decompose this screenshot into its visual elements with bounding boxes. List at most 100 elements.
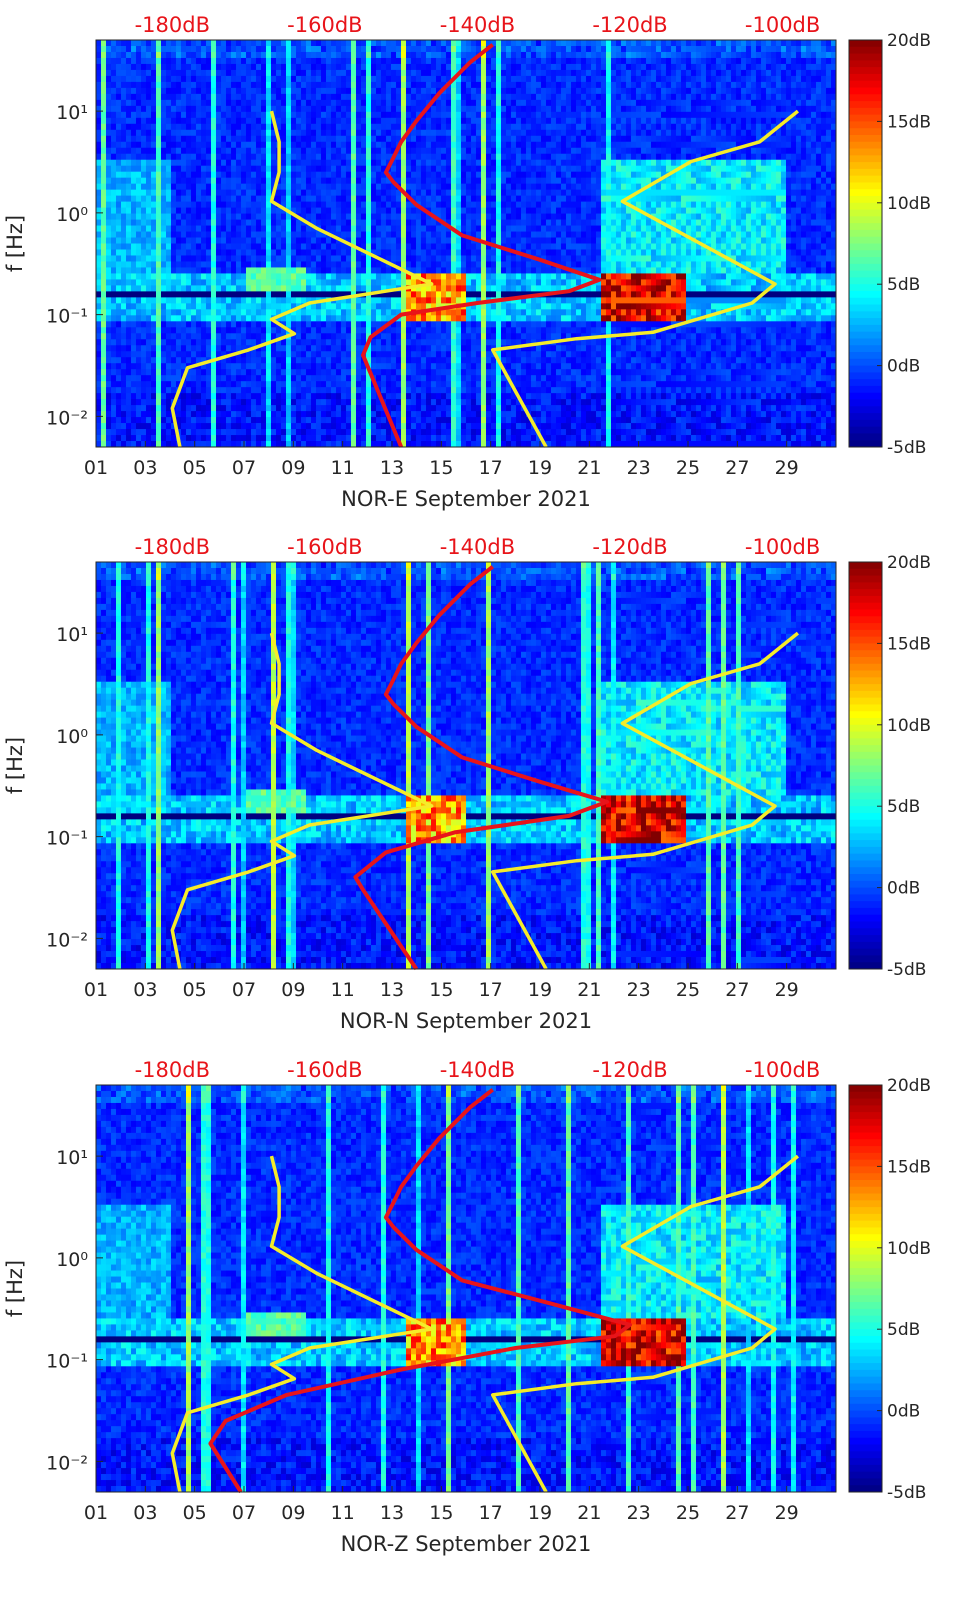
x-tick-label: 09 (281, 1502, 305, 1524)
x-tick-label: 09 (281, 457, 305, 479)
x-tick-label: 03 (133, 457, 157, 479)
noise-model-yellow-2 (490, 1154, 799, 1493)
top-db-label: -160dB (287, 1058, 362, 1082)
x-tick-label: 01 (84, 1502, 108, 1524)
x-tick-label: 03 (133, 1502, 157, 1524)
spectrogram-panel-2: 01 03 05 07 09 11 13 15 17 19 21 23 25 27 29 NOR-N Sept… (3, 535, 931, 1033)
x-tick-label: 17 (479, 457, 503, 479)
x-tick-label: 09 (281, 979, 305, 1001)
x-tick-label: 27 (725, 979, 749, 1001)
x-tick-label: 21 (577, 457, 601, 479)
y-tick-label: 10⁻² (46, 929, 88, 951)
noise-model-yellow-1 (170, 1155, 434, 1493)
x-tick-label: 03 (133, 979, 157, 1001)
x-tick-label: 21 (577, 1502, 601, 1524)
y-tick-label: 10¹ (56, 1147, 88, 1169)
colorbar-tick-label: 20dB (887, 553, 931, 573)
top-db-label: -180dB (135, 1058, 210, 1082)
x-tick-label: 15 (429, 979, 453, 1001)
spectrogram-image (96, 40, 837, 448)
top-db-label: -180dB (135, 13, 210, 37)
x-tick-label: 11 (331, 457, 355, 479)
colorbar-tick-label: 15dB (887, 634, 931, 654)
spectrogram-image (96, 562, 837, 970)
top-db-label: -160dB (287, 13, 362, 37)
colorbar-tick-label: 5dB (887, 1320, 920, 1340)
x-tick-label: 13 (380, 979, 404, 1001)
psd-curve-red-0 (353, 565, 610, 971)
y-axis-label: f [Hz] (3, 215, 27, 272)
x-tick-label: 01 (84, 457, 108, 479)
top-db-label: -180dB (135, 535, 210, 559)
x-tick-label: 07 (232, 457, 256, 479)
x-tick-label: 05 (183, 979, 207, 1001)
colorbar-tick-label: 10dB (887, 194, 931, 214)
noise-model-yellow-1 (170, 632, 434, 970)
x-tick-label: 11 (331, 979, 355, 1001)
y-tick-label: 10⁻¹ (46, 1351, 88, 1373)
colorbar-tick-label: 15dB (887, 112, 931, 132)
x-tick-label: 07 (232, 1502, 256, 1524)
colorbar-tick-label: 20dB (887, 31, 931, 51)
colorbar-tick-label: -5dB (887, 960, 926, 980)
colorbar-tick-label: 0dB (887, 879, 920, 899)
y-tick-label: 10¹ (56, 102, 88, 124)
y-tick-label: 10⁰ (56, 726, 88, 748)
colorbar-tick-label: 15dB (887, 1157, 931, 1177)
colorbar-tick-label: 5dB (887, 275, 920, 295)
y-tick-label: 10⁻² (46, 1452, 88, 1474)
x-tick-label: 23 (627, 457, 651, 479)
x-tick-label: 19 (528, 1502, 552, 1524)
spectrogram-panel-1: 01 03 05 07 09 11 13 15 17 19 21 23 25 27 29 NOR-E Sept… (3, 13, 931, 511)
top-db-label: -120dB (592, 13, 667, 37)
colorbar-tick-label: 10dB (887, 1239, 931, 1259)
x-tick-label: 23 (627, 1502, 651, 1524)
x-tick-label: 25 (676, 457, 700, 479)
top-db-label: -100dB (745, 1058, 820, 1082)
x-tick-label: 19 (528, 979, 552, 1001)
noise-model-yellow-2 (490, 631, 799, 970)
x-axis-label: NOR-N September 2021 (340, 1009, 592, 1033)
x-tick-label: 11 (331, 1502, 355, 1524)
colorbar-tick-label: -5dB (887, 438, 926, 458)
y-tick-label: 10⁻¹ (46, 828, 88, 850)
colorbar-tick-label: 0dB (887, 1402, 920, 1422)
x-tick-label: 29 (775, 1502, 799, 1524)
x-tick-label: 27 (725, 457, 749, 479)
x-tick-label: 29 (775, 979, 799, 1001)
colorbar-tick-label: 5dB (887, 797, 920, 817)
plot-frame (95, 1084, 837, 1493)
y-tick-label: 10⁰ (56, 204, 88, 226)
colorbar-tick-label: 20dB (887, 1076, 931, 1096)
spectrogram-image (96, 1085, 837, 1493)
colorbar-tick-label: -5dB (887, 1483, 926, 1503)
top-db-label: -120dB (592, 1058, 667, 1082)
x-tick-label: 23 (627, 979, 651, 1001)
x-tick-label: 01 (84, 979, 108, 1001)
y-tick-label: 10⁰ (56, 1249, 88, 1271)
noise-model-yellow-1 (170, 110, 434, 448)
top-db-label: -100dB (745, 535, 820, 559)
x-tick-label: 17 (479, 1502, 503, 1524)
x-tick-label: 21 (577, 979, 601, 1001)
x-tick-label: 17 (479, 979, 503, 1001)
noise-model-yellow-2 (490, 109, 799, 448)
colorbar: 20dB 15dB 10dB 5dB 0dB -5dB (848, 31, 931, 458)
colorbar-tick-label: 0dB (887, 357, 920, 377)
y-tick-label: 10⁻² (46, 407, 88, 429)
x-axis-label: NOR-Z September 2021 (341, 1532, 592, 1556)
top-db-label: -100dB (745, 13, 820, 37)
plot-frame (95, 39, 837, 448)
top-db-label: -140dB (440, 535, 515, 559)
x-tick-label: 15 (429, 457, 453, 479)
top-db-label: -140dB (440, 1058, 515, 1082)
psd-curve-red-0 (208, 1088, 632, 1494)
top-db-label: -120dB (592, 535, 667, 559)
x-axis-label: NOR-E September 2021 (341, 487, 591, 511)
psd-curve-red-0 (361, 43, 602, 448)
x-tick-label: 15 (429, 1502, 453, 1524)
x-tick-label: 07 (232, 979, 256, 1001)
colorbar: 20dB 15dB 10dB 5dB 0dB -5dB (848, 1076, 931, 1503)
y-tick-label: 10⁻¹ (46, 306, 88, 328)
